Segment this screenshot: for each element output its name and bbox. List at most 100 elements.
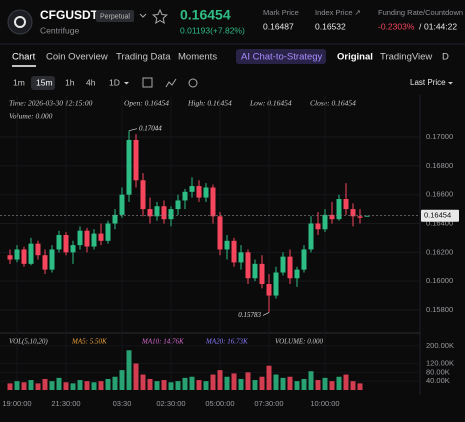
y-tick-label: 0.16400 bbox=[426, 218, 453, 227]
x-tick-label: 03:30 bbox=[113, 399, 132, 408]
mark-price: 0.16487 bbox=[263, 21, 294, 31]
y-tick-label: 0.16200 bbox=[426, 247, 453, 256]
x-tick-label: 07:30:00 bbox=[254, 399, 283, 408]
candle-body bbox=[63, 235, 69, 253]
volume-bar bbox=[273, 374, 279, 390]
volume-bar bbox=[224, 376, 230, 390]
interval-selected-bg bbox=[31, 76, 55, 90]
candle-body bbox=[245, 252, 251, 279]
tab[interactable]: TradingView bbox=[380, 52, 432, 63]
volume-legend: VOLUME: 0.000 bbox=[275, 338, 324, 346]
tab[interactable]: Coin Overview bbox=[46, 52, 108, 63]
volume-bar bbox=[105, 378, 111, 390]
volume-bar bbox=[231, 373, 237, 390]
interval[interactable]: 1h bbox=[65, 77, 75, 87]
interval[interactable]: 15m bbox=[36, 77, 53, 87]
interval-dropdown[interactable] bbox=[124, 82, 129, 85]
candle-body bbox=[259, 263, 265, 285]
candle-body bbox=[266, 284, 272, 296]
last-price-box bbox=[421, 209, 459, 222]
candle-body bbox=[336, 199, 342, 220]
interval[interactable]: 1D bbox=[109, 77, 120, 87]
drawing-icon[interactable] bbox=[165, 78, 177, 88]
volume-bar bbox=[161, 380, 167, 390]
tab[interactable]: Chart bbox=[12, 52, 36, 63]
candle-body bbox=[98, 233, 104, 241]
indicator-icon[interactable] bbox=[142, 77, 153, 88]
price-change: 0.01193(+7.82%) bbox=[180, 25, 245, 35]
volume-bar bbox=[133, 363, 139, 390]
candle-body bbox=[154, 206, 160, 217]
interval[interactable]: 4h bbox=[86, 77, 96, 87]
volume-bar bbox=[350, 381, 356, 390]
volume-legend: MA5: 5.50K bbox=[71, 338, 107, 346]
candle-body bbox=[301, 249, 307, 270]
volume-bar bbox=[294, 381, 300, 390]
volume-bar bbox=[315, 380, 321, 390]
low-pointer bbox=[262, 312, 270, 316]
volume-bar bbox=[287, 376, 293, 390]
tab[interactable]: AI Chat-to-Strategy bbox=[241, 52, 323, 63]
tab[interactable]: D bbox=[442, 52, 449, 63]
tab[interactable]: Moments bbox=[178, 52, 217, 63]
index-price: 0.16532 bbox=[315, 21, 346, 31]
volume-tick-label: 200.00K bbox=[426, 341, 454, 350]
candle-body bbox=[14, 249, 20, 260]
volume-bar bbox=[14, 381, 20, 390]
volume-bar bbox=[7, 383, 13, 390]
x-tick-label: 02:30:00 bbox=[156, 399, 185, 408]
y-tick-label: 0.16000 bbox=[426, 276, 453, 285]
last-price: 0.16454 bbox=[180, 7, 231, 23]
volume-bar bbox=[266, 365, 272, 390]
tab[interactable]: Trading Data bbox=[116, 52, 171, 63]
y-tick-label: 0.17000 bbox=[426, 132, 453, 141]
volume-bar bbox=[112, 376, 118, 390]
candle-body bbox=[42, 255, 48, 270]
tab[interactable]: Original bbox=[337, 52, 373, 63]
volume-bar bbox=[42, 378, 48, 390]
dropdown-chevron[interactable] bbox=[139, 13, 147, 18]
candle-body bbox=[287, 256, 293, 279]
candle-body bbox=[280, 256, 286, 273]
price-type[interactable]: Last Price bbox=[410, 78, 446, 87]
volume-bar bbox=[28, 380, 34, 390]
volume-bar bbox=[182, 377, 188, 390]
favorite-star[interactable] bbox=[152, 8, 168, 25]
volume-bar bbox=[301, 378, 307, 390]
interval[interactable]: 1m bbox=[13, 77, 25, 87]
volume-bar bbox=[175, 381, 181, 390]
volume-bar bbox=[126, 350, 132, 390]
volume-bar bbox=[140, 374, 146, 390]
volume-legend: MA20: 16.73K bbox=[205, 338, 248, 346]
badge-bg bbox=[96, 10, 134, 22]
info-time: Time: 2026-03-30 12:15:00 bbox=[9, 99, 93, 108]
plot: 0.15800 0.16000 0.16200 0.16400 0.16600 0.168… bbox=[0, 95, 459, 408]
candle-body bbox=[35, 243, 41, 256]
candle-body bbox=[133, 139, 139, 181]
mark-price-label: Mark Price bbox=[263, 8, 299, 17]
volume-bar bbox=[336, 376, 342, 390]
candle-body bbox=[105, 223, 111, 241]
volume-bar bbox=[343, 374, 349, 390]
info-volume: Volume: 0.000 bbox=[9, 112, 53, 121]
price-type-dropdown[interactable] bbox=[448, 82, 453, 85]
volume-bar bbox=[238, 378, 244, 390]
candle-body bbox=[203, 187, 209, 198]
candle-body bbox=[140, 180, 146, 210]
candle-body bbox=[350, 209, 356, 217]
info-high: High: 0.16454 bbox=[187, 99, 232, 108]
candle-body bbox=[322, 214, 328, 230]
candle-body bbox=[77, 230, 83, 246]
volume-bar bbox=[308, 371, 314, 390]
funding-label: Funding Rate/Countdown bbox=[378, 8, 463, 17]
candle-body bbox=[182, 191, 188, 201]
symbol[interactable]: CFGUSDT bbox=[40, 8, 99, 22]
volume-bar bbox=[189, 376, 195, 390]
settings-icon[interactable] bbox=[188, 78, 198, 88]
coin-name: Centrifuge bbox=[40, 25, 79, 35]
volume-bar bbox=[329, 381, 335, 390]
volume-legend: MA10: 14.76K bbox=[141, 338, 184, 346]
candle-body bbox=[210, 187, 216, 217]
